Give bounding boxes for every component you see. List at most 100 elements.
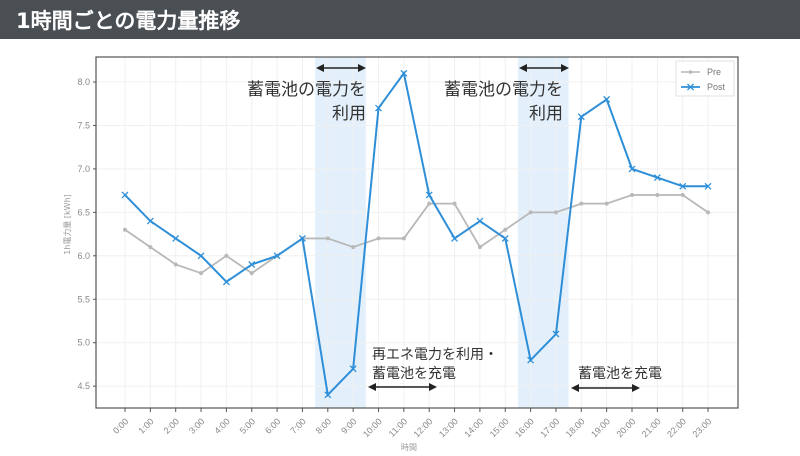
legend: Pre Post [675,60,735,97]
x-tick-label: 1:00 [136,416,155,435]
legend-post-label: Post [707,82,726,92]
pre-data-point [351,245,356,250]
y-tick-label: 5.5 [77,294,90,304]
pre-data-point [224,253,229,258]
x-tick-label: 6:00 [263,416,282,435]
arrow-head-right [561,64,569,72]
post-data-point [628,165,636,173]
pre-series-line [124,194,709,275]
post-series-line [124,70,709,397]
pre-data-point [401,236,406,241]
plot-area [96,57,738,408]
header-bar: 1時間ごとの電力量推移 [0,0,800,39]
pre-data-point [123,227,127,232]
pre-data-point [630,192,634,197]
y-tick-label: 5.0 [77,338,90,348]
double-arrow-renewable-charge [368,383,437,391]
legend-post-marker [687,83,694,91]
post-data-point [298,234,306,242]
legend-box [675,60,735,97]
pre-data-point [604,201,609,206]
x-tick-label: 5:00 [238,416,257,435]
post-data-point [653,174,661,182]
pre-data-point [579,201,584,206]
battery-discharge-shade [517,57,569,408]
x-tick-label: 21:00 [640,416,663,439]
x-axis-title: 時間 [401,443,417,452]
pre-data-point [680,192,685,197]
x-tick-label: 9:00 [339,416,358,435]
arrow-head-left [571,384,579,392]
annotation-battery-use-1-line2: 利用 [332,104,366,124]
y-tick-label: 7.5 [77,120,90,130]
post-data-point [375,104,382,112]
double-arrow-battery-use-1 [316,64,366,72]
pre-data-point [452,201,457,206]
pre-data-point [148,245,153,250]
pre-data-point [477,245,482,250]
x-tick-label: 8:00 [314,416,333,435]
post-data-point [527,356,535,364]
pre-data-point [503,227,508,232]
x-tick-label: 3:00 [187,416,206,435]
annotation-battery-use-1: 蓄電池の電力を [247,80,366,100]
pre-data-point [199,271,204,276]
x-tick-label: 18:00 [564,416,587,439]
x-tick-label: 13:00 [437,416,460,439]
x-tick-label: 14:00 [462,416,485,439]
post-data-point [197,252,205,260]
x-tick-label: 2:00 [162,416,181,435]
pre-data-point [376,236,381,241]
post-data-point [451,234,459,242]
post-data-point [476,217,484,225]
arrow-head-left [519,64,527,72]
y-axis-title: 1h電力量 [kWh] [62,194,72,255]
pre-data-point [325,236,330,241]
pre-data-point [528,210,533,215]
pre-data-point [553,210,558,215]
arrow-head-left [368,383,376,391]
pre-data-point [173,262,178,267]
y-tick-label: 7.0 [77,164,90,174]
post-data-point [501,234,509,242]
x-tick-label: 10:00 [361,416,384,439]
arrow-head-left [316,64,324,72]
battery-discharge-shade [315,57,366,408]
post-data-point [425,191,433,199]
y-tick-label: 6.5 [77,207,90,217]
legend-pre-label: Pre [707,67,721,77]
annotation-battery-use-2-line2: 利用 [529,104,563,124]
x-tick-label: 11:00 [387,416,410,439]
legend-pre-marker [688,70,693,74]
post-data-point [679,182,687,190]
post-data-point [222,278,230,286]
x-tick-label: 16:00 [513,416,536,439]
x-tick-label: 19:00 [589,416,612,439]
arrow-head-right [632,384,640,392]
annotation-battery-charge: 蓄電池を充電 [578,366,662,382]
x-tick-label: 4:00 [212,416,231,435]
double-arrow-battery-use-2 [519,64,569,72]
double-arrow-battery-charge [571,384,640,392]
y-tick-label: 8.0 [77,77,90,87]
annotation-battery-use-2: 蓄電池の電力を [444,80,563,100]
arrow-head-right [429,383,437,391]
x-tick-label: 12:00 [412,416,435,439]
annotation-renewable-charge-line2: 蓄電池を充電 [372,366,456,382]
post-data-point [349,365,357,373]
x-tick-label: 0:00 [111,416,130,435]
pre-data-point [655,192,660,197]
post-data-point [577,113,585,121]
pre-data-point [706,210,711,215]
page-title: 1時間ごとの電力量推移 [16,9,241,33]
post-data-point [146,217,154,225]
pre-data-point [427,201,432,206]
x-tick-label: 20:00 [614,416,637,439]
post-data-point [248,261,256,268]
post-data-point [400,69,408,77]
plot-frame [95,56,739,409]
x-tick-label: 23:00 [690,416,713,439]
post-data-point [603,95,611,103]
y-tick-label: 4.5 [77,381,90,391]
post-data-point [552,330,560,338]
